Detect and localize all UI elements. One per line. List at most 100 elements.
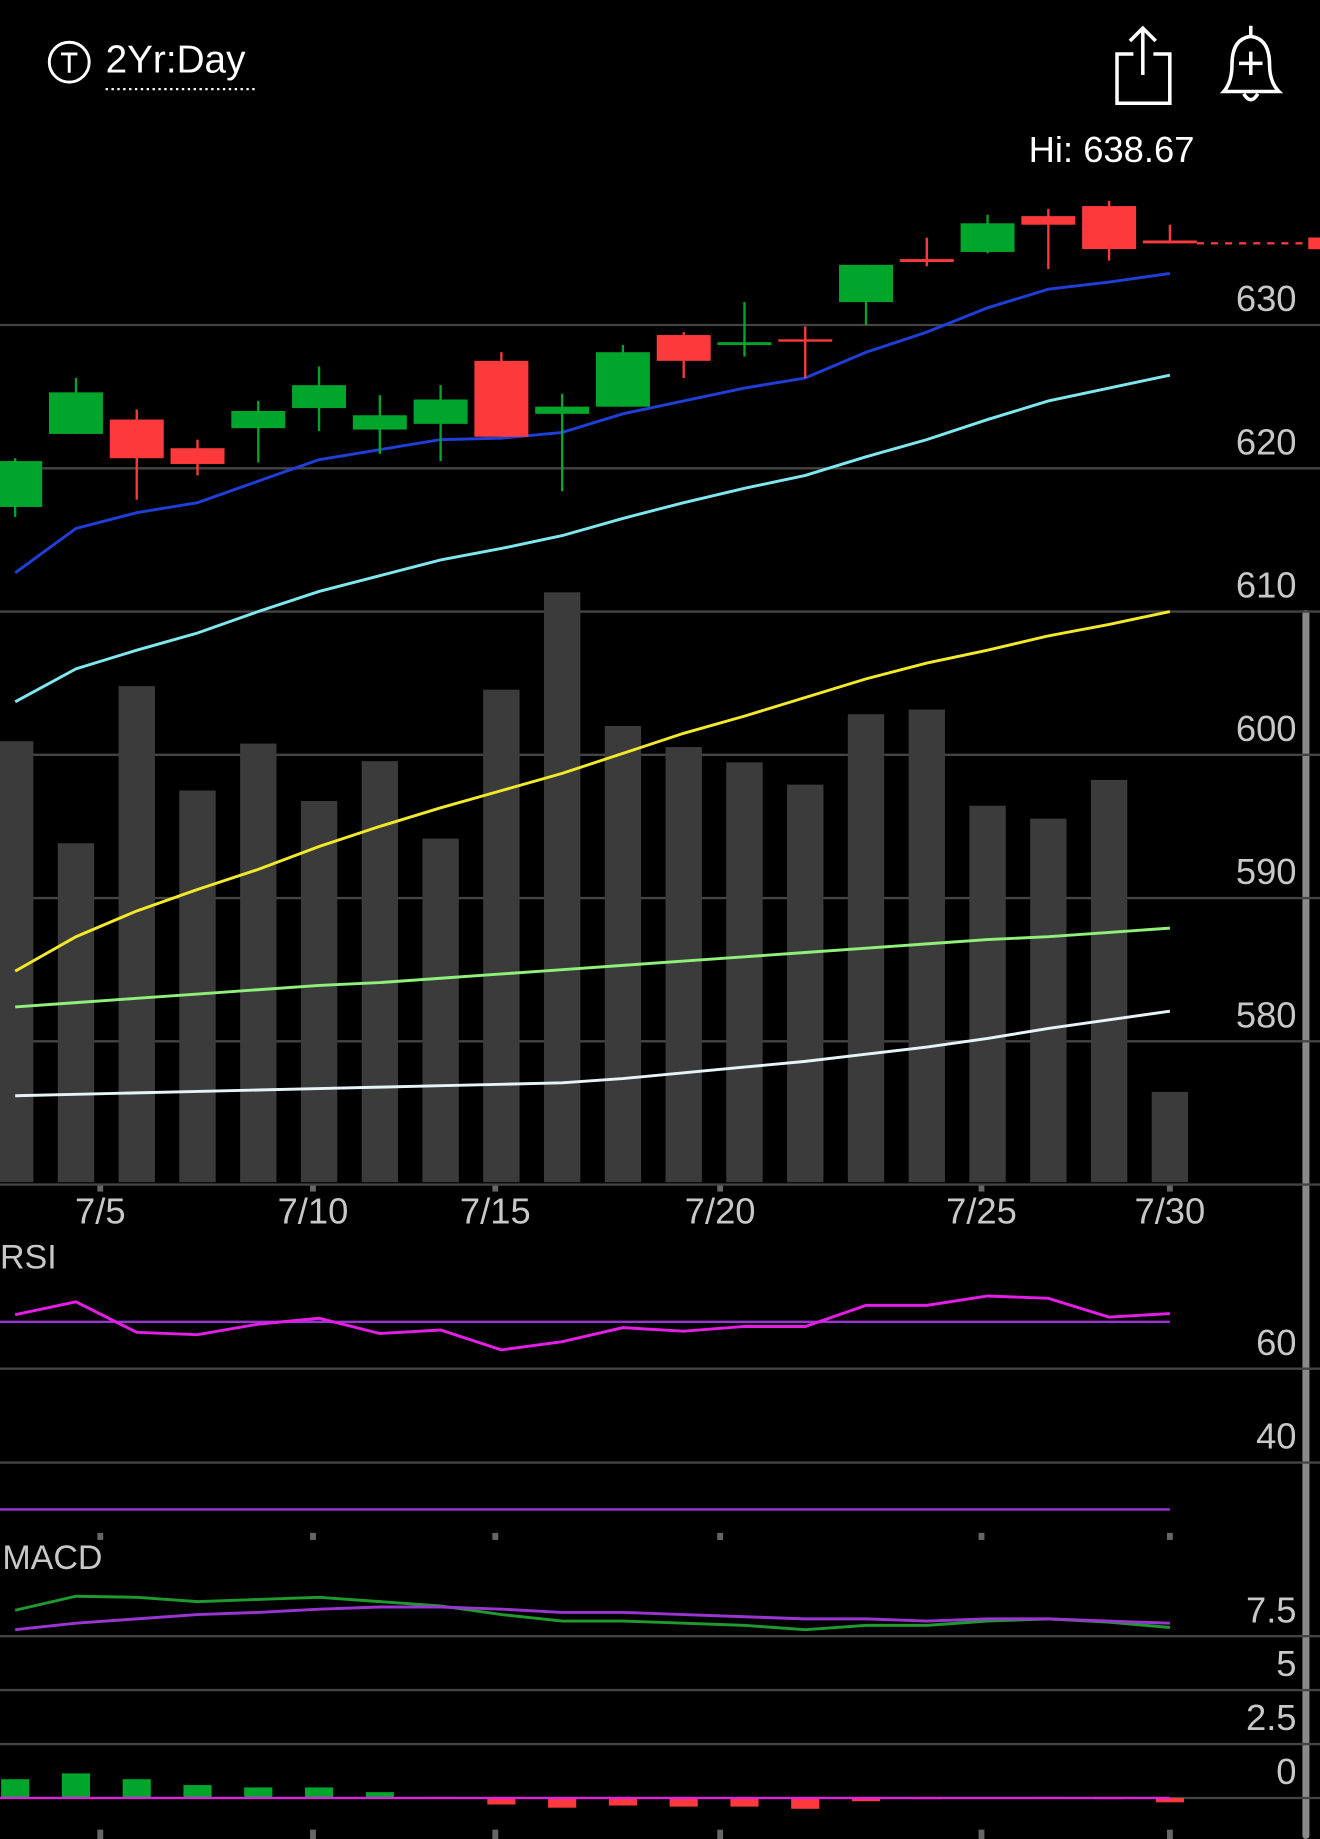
volume-layer [0,592,1189,1183]
candle-body [474,360,529,437]
symbol-icon [47,40,91,84]
candle-body [960,223,1015,252]
candle-body [839,264,894,303]
candle-body [1142,240,1197,244]
candle-body [109,419,164,459]
volume-bar [969,805,1006,1183]
scrollbar[interactable] [1302,609,1310,1839]
bell-icon [1219,34,1284,94]
volume-bar [665,747,702,1183]
candle-body [595,352,650,407]
volume-bar [1090,779,1128,1183]
indicator-line [14,1294,1170,1352]
y-tick-label: 610 [1236,565,1297,606]
x-tick-label: 7/5 [75,1190,126,1231]
alert-button[interactable] [1219,25,1284,102]
volume-bar [543,592,581,1183]
volume-bar [483,689,520,1183]
y-tick-label: 5 [1276,1643,1296,1684]
y-tick-label: 580 [1236,994,1297,1035]
indicator-line [15,1009,1171,1098]
volume-bar [179,790,216,1183]
volume-bar [787,784,824,1183]
last-price-marker [1308,237,1320,250]
symbol-button[interactable] [47,40,91,84]
y-tick-label: 630 [1236,278,1297,319]
histogram-bar [608,1797,638,1806]
volume-bar [300,801,338,1183]
indicator-line [14,373,1171,704]
volume-bar [726,762,763,1183]
x-tick-label: 7/20 [685,1190,756,1231]
high-annotation: Hi: 638.67 [1029,129,1195,170]
histogram-bar [244,1787,273,1798]
histogram-bar [730,1797,759,1807]
grid-layer [0,323,1320,1839]
period-selector[interactable]: 2Yr:Day [106,38,246,81]
histogram-bar [365,1792,394,1798]
bell-clapper [1242,92,1260,102]
indicator-line [14,271,1171,575]
indicator-line [14,1594,1171,1632]
indicator-line [15,926,1170,1009]
candle-body [413,399,468,424]
histogram-bar [304,1787,334,1798]
histogram-bar [61,1773,91,1798]
volume-bar [0,741,34,1183]
volume-bar [240,743,277,1183]
histogram-bar [122,1779,151,1798]
volume-bar [604,725,642,1183]
y-tick-label: 0 [1276,1751,1296,1792]
histogram-bar [548,1797,577,1808]
candle-body [1021,216,1076,225]
candle-body [778,339,833,342]
histogram-bar [183,1785,212,1798]
rsi-title: RSI [0,1239,57,1277]
candle-body [1082,206,1137,250]
share-box [1115,52,1172,105]
y-tick-label: 60 [1256,1322,1296,1363]
candle-body [48,392,103,434]
macd-title: MACD [2,1539,102,1577]
indicator-line [14,610,1171,973]
candle-body [535,406,590,414]
x-tick-label: 7/25 [946,1190,1017,1231]
volume-bar [118,686,155,1183]
line-layer [0,271,1171,1632]
candle-body [717,342,772,346]
share-button[interactable] [1115,25,1172,105]
y-tick-label: 600 [1236,708,1297,749]
candle-body [292,385,347,409]
y-tick-label: 40 [1256,1416,1296,1457]
volume-bar [57,843,95,1183]
volume-bar [361,761,399,1183]
x-tick-label: 7/10 [278,1190,349,1231]
candle-body [231,410,286,429]
volume-bar [422,838,459,1183]
candle-body [352,415,407,430]
histogram-bar [669,1797,698,1807]
volume-bar [1030,818,1067,1183]
y-tick-label: 2.5 [1246,1697,1297,1738]
x-tick-label: 7/15 [460,1190,531,1231]
histogram-bar [1,1779,30,1798]
symbol-icon-glyph [61,52,78,73]
y-tick-label: 620 [1236,421,1297,462]
mark-layer [0,200,1320,1809]
indicator-line [15,1605,1170,1632]
candle-body [0,461,43,507]
y-tick-label: 7.5 [1246,1589,1297,1630]
volume-bar [1151,1091,1189,1183]
histogram-bar [487,1797,516,1805]
histogram-bar [851,1797,881,1802]
histogram-bar [791,1797,820,1809]
candle-body [170,448,225,464]
x-tick-label: 7/30 [1134,1190,1205,1231]
candle-body [656,335,711,361]
candle-body [899,259,954,262]
share-arrow [1128,25,1157,76]
histogram-bar [1155,1797,1184,1803]
